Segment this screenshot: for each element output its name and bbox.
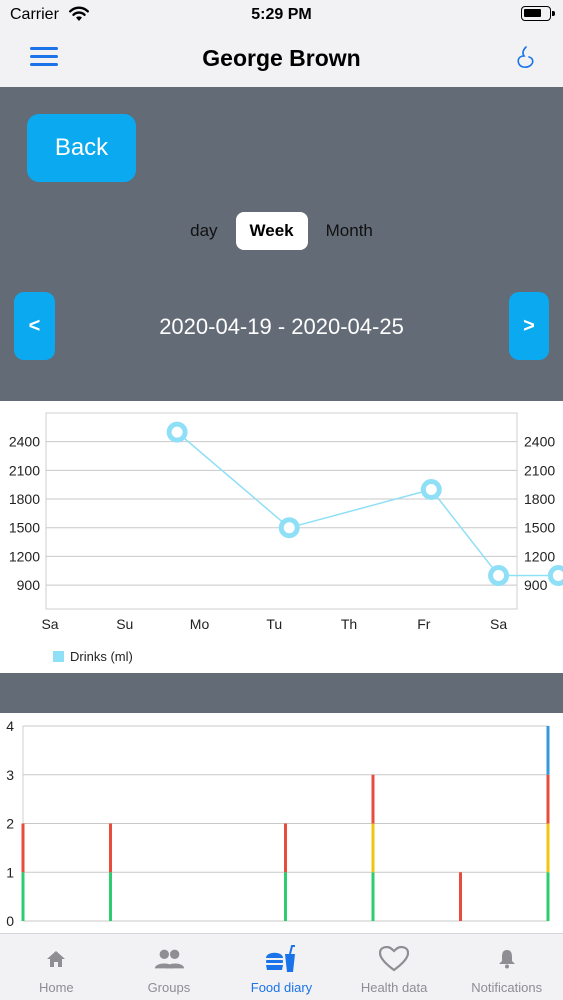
previous-period-button[interactable]: <: [14, 292, 55, 360]
bell-icon: [491, 944, 523, 974]
food-category-bar-chart: 0 1 2 3 4: [0, 713, 563, 935]
y-tick-label: 3: [6, 767, 14, 783]
status-bar: Carrier 5:29 PM: [0, 0, 563, 30]
heart-icon: [378, 944, 410, 974]
carrier-label: Carrier: [10, 6, 59, 23]
drinks-line-chart: 900 900 1200 1200 1500 1500 1800 1800 2100 2100 24…: [0, 401, 563, 673]
next-period-button[interactable]: >: [509, 292, 549, 360]
back-button[interactable]: Back: [27, 114, 136, 182]
y-tick-label-left: 1500: [9, 520, 40, 536]
y-tick-label-right: 2400: [524, 434, 555, 450]
wifi-icon: [68, 5, 90, 28]
page-title: George Brown: [202, 45, 361, 71]
legend-label: Drinks (ml): [70, 649, 133, 664]
y-tick-label-right: 1500: [524, 520, 555, 536]
control-panel: Back day Week Month < 2020-04-19 - 2020-…: [0, 87, 563, 401]
groups-icon: [153, 944, 185, 974]
date-range-label: 2020-04-19 - 2020-04-25: [159, 314, 404, 339]
y-tick-label-left: 2100: [9, 462, 40, 478]
tab-notifications[interactable]: Notifications: [450, 934, 563, 1000]
y-tick-label: 4: [6, 718, 14, 734]
tab-groups-label: Groups: [147, 980, 191, 995]
hamburger-menu-icon[interactable]: [30, 47, 58, 69]
tab-food-diary[interactable]: Food diary: [225, 934, 338, 1000]
drinks-data-point: [278, 517, 300, 539]
x-tick-label: Sa: [490, 616, 507, 632]
y-tick-label: 0: [6, 913, 14, 929]
clock: 5:29 PM: [251, 6, 312, 23]
drinks-data-point: [547, 565, 563, 587]
plot-frame: [45, 412, 518, 610]
drinks-series-line: [176, 431, 563, 578]
y-tick-label-right: 2100: [524, 462, 555, 478]
period-tabs: day Week Month: [0, 212, 563, 250]
x-tick-label: Sa: [41, 616, 58, 632]
drinks-line-chart-svg: 900 900 1200 1200 1500 1500 1800 1800 2100 2100 24…: [9, 412, 563, 664]
brand-logo-icon: [513, 44, 539, 72]
drinks-data-point: [420, 478, 442, 500]
y-tick-label: 2: [6, 816, 14, 832]
x-tick-label: Su: [116, 616, 133, 632]
y-tick-label-left: 2400: [9, 434, 40, 450]
home-icon: [40, 944, 72, 974]
tab-notifications-label: Notifications: [471, 980, 543, 995]
tab-groups[interactable]: Groups: [113, 934, 226, 1000]
tab-health-data[interactable]: Health data: [338, 934, 451, 1000]
x-tick-label: Tu: [266, 616, 282, 632]
x-tick-label: Th: [341, 616, 357, 632]
drinks-data-point: [488, 565, 510, 587]
drinks-data-point: [166, 421, 188, 443]
tab-home-label: Home: [38, 980, 74, 995]
y-tick-label-left: 1200: [9, 548, 40, 564]
tab-month[interactable]: Month: [325, 221, 373, 240]
y-tick-label-right: 1800: [524, 491, 555, 507]
x-tick-label: Fr: [417, 616, 431, 632]
nav-bar: George Brown: [0, 30, 563, 87]
bottom-tab-bar: Home Groups Food diary Health data: [0, 933, 563, 1000]
tab-day[interactable]: day: [190, 221, 218, 240]
y-tick-label: 1: [6, 864, 14, 880]
legend-swatch: [53, 651, 64, 662]
y-tick-label-right: 1200: [524, 548, 555, 564]
y-tick-label-left: 900: [17, 577, 41, 593]
section-divider: [0, 673, 563, 713]
y-tick-label-left: 1800: [9, 491, 40, 507]
y-tick-label-right: 900: [524, 577, 548, 593]
food-diary-icon: [265, 944, 297, 974]
battery-icon: [521, 6, 555, 21]
x-tick-label: Mo: [190, 616, 210, 632]
food-category-bar-chart-svg: 0 1 2 3 4: [6, 718, 550, 929]
tab-week[interactable]: Week: [235, 212, 308, 250]
tab-health-data-label: Health data: [360, 980, 428, 995]
tab-food-diary-label: Food diary: [250, 980, 313, 995]
tab-home[interactable]: Home: [0, 934, 113, 1000]
